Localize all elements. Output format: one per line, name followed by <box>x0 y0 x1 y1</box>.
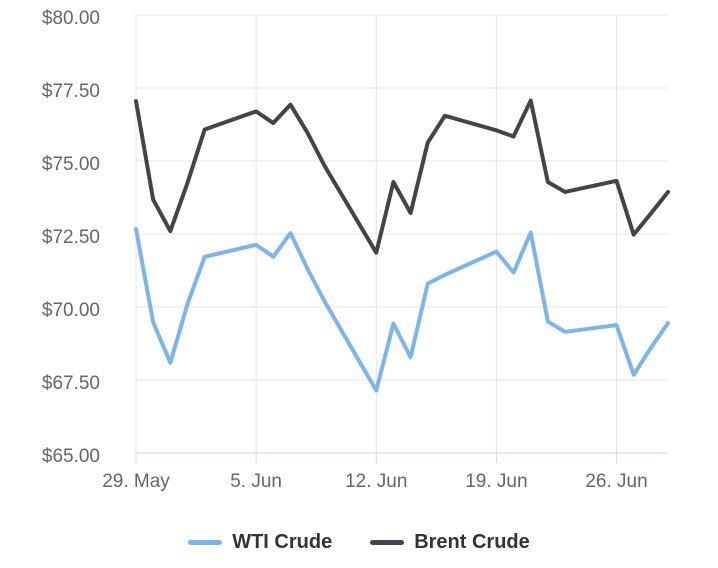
x-axis-label: 19. Jun <box>465 471 528 492</box>
brent-line-swatch-icon <box>370 540 405 545</box>
x-axis-label: 29. May <box>102 471 170 492</box>
legend: WTI Crude Brent Crude <box>0 531 718 554</box>
series-line-wti-crude[interactable] <box>134 227 670 393</box>
x-axis-label: 26. Jun <box>585 471 648 492</box>
legend-label-brent: Brent Crude <box>414 531 530 553</box>
y-axis-label: $70.00 <box>41 300 100 321</box>
series-line-brent-crude[interactable] <box>134 98 670 255</box>
legend-item-wti-crude[interactable]: WTI Crude <box>188 531 332 554</box>
y-axis-label: $72.50 <box>41 227 100 248</box>
y-axis-label: $80.00 <box>41 8 100 29</box>
y-axis-label: $77.50 <box>41 81 100 102</box>
x-axis-label: 5. Jun <box>230 471 283 492</box>
y-axis-label: $65.00 <box>41 446 100 467</box>
x-axis-label: 12. Jun <box>345 471 408 492</box>
y-axis-label: $67.50 <box>41 373 100 394</box>
y-axis-label: $75.00 <box>41 154 100 175</box>
wti-line-swatch-icon <box>188 540 223 545</box>
legend-label-wti: WTI Crude <box>232 531 333 553</box>
legend-item-brent-crude[interactable]: Brent Crude <box>370 531 530 554</box>
